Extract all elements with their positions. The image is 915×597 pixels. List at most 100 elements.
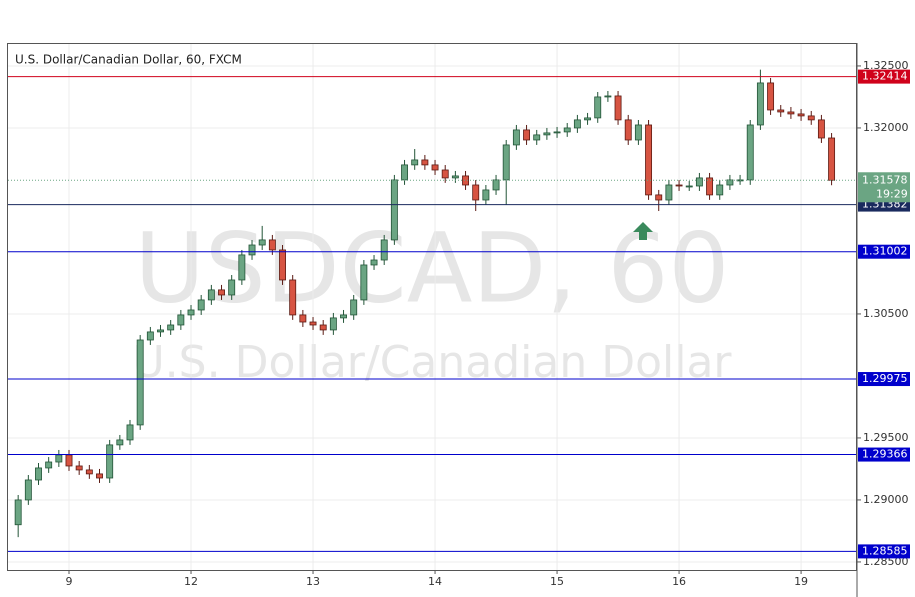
x-tick-label: 14 [428,575,442,588]
candle-body [187,309,195,316]
level-label: 1.32414 [862,70,908,83]
candle-body [512,129,520,146]
candle-body [289,279,297,316]
y-tick-label: 1.29500 [863,431,909,444]
candle-body [116,439,124,446]
candle-body [380,239,388,261]
level-label-box [858,69,910,84]
candle-body [238,254,246,281]
x-tick-label: 16 [672,575,686,588]
candle-body [767,82,775,111]
candle-body [268,239,276,251]
level-label-box [858,244,910,259]
candle-body [167,324,175,331]
candle-body [451,175,459,179]
candle-body [533,134,541,141]
level-label: 1.28585 [862,544,908,557]
candle-body [614,95,622,121]
level-label-box [858,372,910,387]
candle-body [136,339,144,426]
candle-body [523,129,531,141]
candle-body [146,331,154,341]
candle-body [441,169,449,179]
candle-body [65,454,73,467]
candle-body [655,194,663,201]
candle-body [756,82,764,126]
countdown-label: 19:29 [876,187,908,200]
x-tick-label: 19 [794,575,808,588]
candle-body [35,467,42,481]
candle-body [777,109,785,113]
candle-body [96,473,103,479]
candle-body [157,329,164,333]
x-tick-label: 12 [184,575,198,588]
candle-body [462,175,469,186]
candle-body [563,127,571,133]
last-price-box [858,172,910,203]
candle-body [685,185,693,188]
candle-body [553,131,561,134]
candle-body [787,111,795,115]
candle-body [340,314,347,319]
candle-body [14,499,22,526]
level-label-box [858,447,910,462]
y-tick-label: 1.30500 [863,307,909,320]
level-label: 1.29975 [862,372,908,385]
candle-body [299,314,307,323]
level-label: 1.29366 [862,448,908,461]
candle-body [797,113,805,117]
level-label-box [858,544,910,559]
candle-body [45,461,53,469]
candle-body [258,239,266,246]
candle-body [309,321,317,326]
candle-body [431,164,439,171]
arrow-annotation [633,222,653,240]
candle-body [228,279,236,296]
last-price-label: 1.31578 [862,173,908,186]
candle-body [482,189,490,201]
candle-body [55,454,63,463]
candle-body [75,465,83,471]
candle-body [716,184,724,196]
candle-body [573,119,581,129]
candle-body [360,264,368,301]
chart-title: U.S. Dollar/Canadian Dollar, 60, FXCM [15,53,242,67]
candle-body [492,179,500,191]
candle-body [319,324,327,331]
candle-body [594,96,602,119]
candle-body [197,299,205,311]
candle-body [248,244,256,256]
candle-body [746,124,754,181]
candle-body [106,444,114,479]
candle-body [350,299,358,316]
candle-body [665,184,673,201]
candle-body [401,164,408,181]
candle-body [329,317,337,331]
candle-body [85,469,93,475]
candle-body [817,119,825,139]
candle-body [390,179,398,241]
candle-body [645,124,653,196]
y-tick-label: 1.32000 [863,121,909,134]
level-label: 1.31002 [862,245,908,258]
candle-body [502,144,510,181]
candle-body [807,115,815,121]
candle-body [126,424,134,441]
candle-body [604,95,612,98]
candle-body [726,179,734,186]
plot-area: USDCAD, 60 U.S. Dollar/Canadian Dollar [8,44,857,570]
candle-body [543,132,551,136]
candle-body [421,159,429,166]
x-tick-label: 9 [66,575,73,588]
candle-body [634,124,642,141]
candle-body [706,177,714,196]
candle-body [695,177,703,187]
x-tick-label: 13 [306,575,320,588]
candle-body [370,259,378,266]
candle-body [624,119,632,141]
watermark: U.S. Dollar/Canadian Dollar [132,337,732,388]
y-tick-label: 1.29000 [863,493,909,506]
candle-body [828,137,836,181]
candle-body [218,289,225,296]
